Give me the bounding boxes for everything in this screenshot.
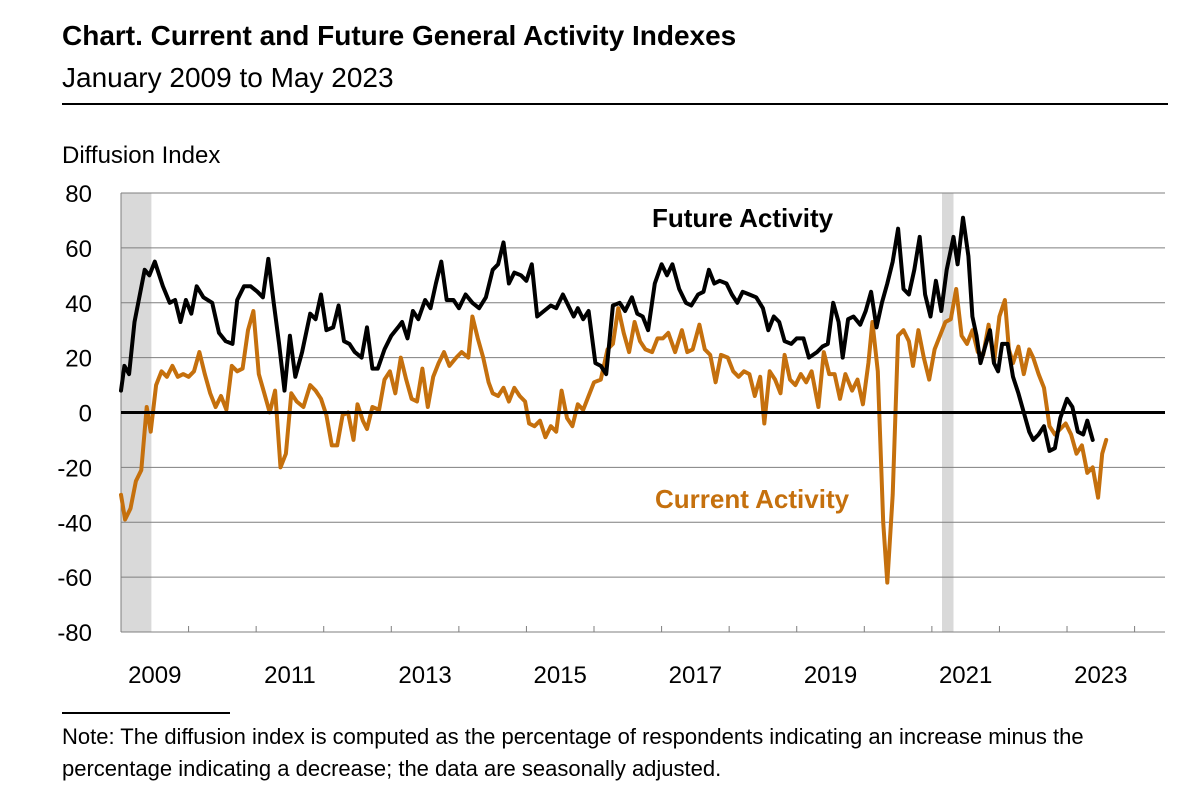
current-activity-label: Current Activity — [655, 484, 850, 514]
current-activity-line — [119, 287, 1109, 585]
future-activity-line — [119, 215, 1095, 453]
labels: Diffusion Index Future Activity Current Ac… — [62, 142, 850, 514]
y-tick-label: -80 — [57, 620, 92, 647]
x-tick-label: 2017 — [669, 662, 722, 689]
title-rule — [62, 103, 1168, 105]
gridlines — [121, 192, 1165, 578]
y-axis-label: Diffusion Index — [62, 142, 220, 169]
y-tick-label: -20 — [57, 455, 92, 482]
x-tick-label: 2023 — [1074, 662, 1127, 689]
x-tick-label: 2011 — [264, 662, 316, 689]
x-tick-label: 2009 — [128, 662, 181, 689]
y-tick-label: 20 — [65, 346, 92, 373]
axes: 80 60 40 20 0 -20 -40 -60 -80 2009 2011 2013 2015 201… — [57, 181, 1165, 689]
chart-subtitle: January 2009 to May 2023 — [62, 62, 394, 93]
x-tick-label: 2019 — [804, 662, 857, 689]
y-tick-label: 60 — [65, 236, 92, 263]
series-lines — [119, 215, 1165, 585]
future-activity-label: Future Activity — [652, 203, 834, 233]
y-tick-label: 0 — [79, 401, 92, 428]
y-tick-label: 80 — [65, 181, 92, 208]
y-tick-label: -40 — [57, 510, 92, 537]
chart-title: Chart. Current and Future General Activi… — [62, 20, 737, 51]
x-tick-label: 2015 — [534, 662, 587, 689]
note-rule — [62, 712, 230, 714]
chart-note: Note: The diffusion index is computed as… — [62, 724, 1084, 781]
chart-area: 80 60 40 20 0 -20 -40 -60 -80 2009 2011 2013 2015 201… — [57, 142, 1165, 689]
y-tick-label: -60 — [57, 565, 92, 592]
x-tick-label: 2021 — [939, 662, 992, 689]
y-tick-label: 40 — [65, 291, 92, 318]
x-tick-label: 2013 — [398, 662, 451, 689]
